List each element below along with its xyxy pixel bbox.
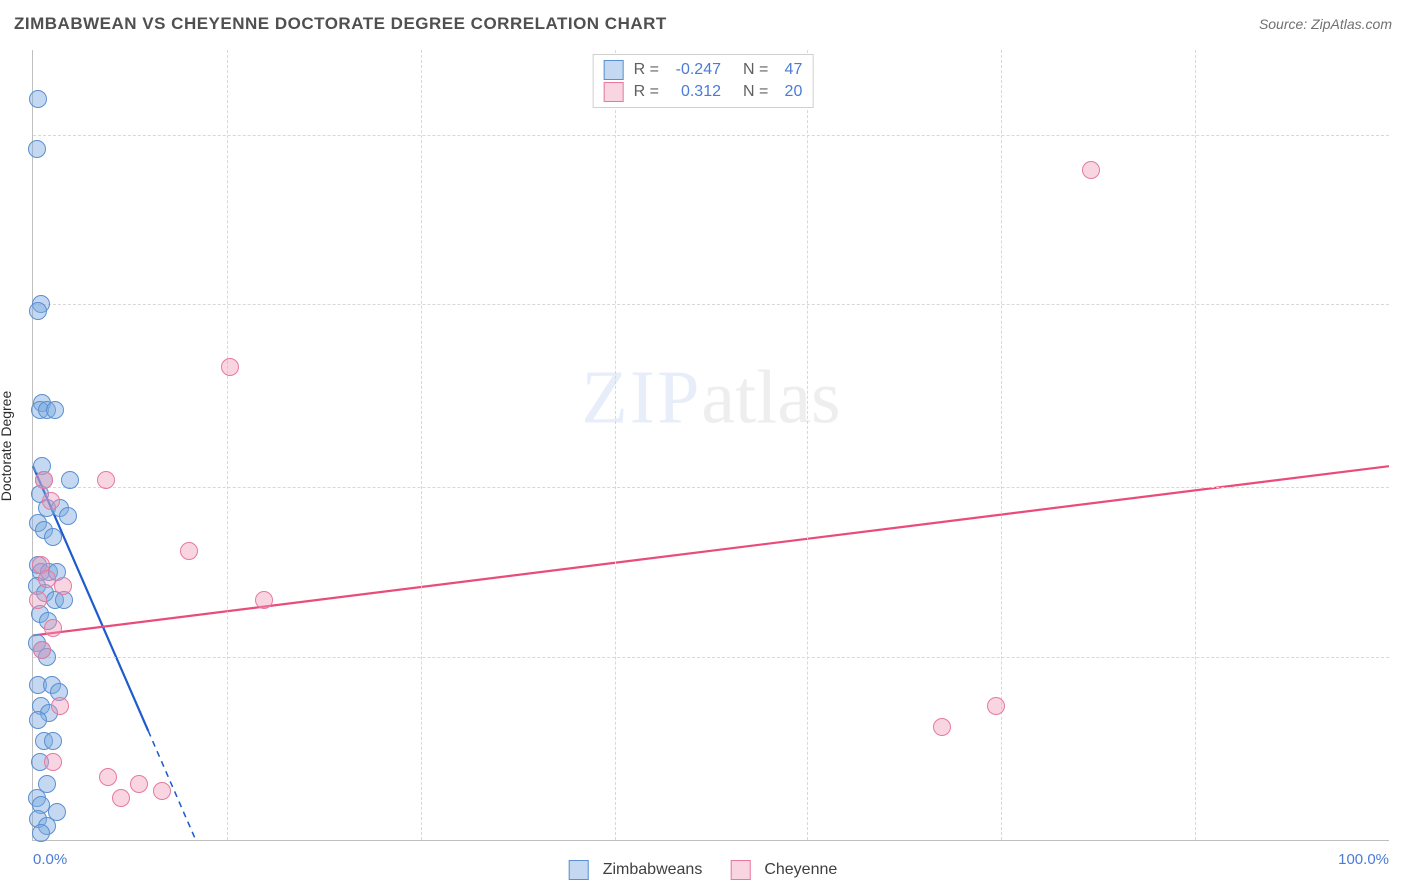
gridline: [33, 135, 1389, 136]
r-label: R =: [634, 61, 659, 79]
n-value: 47: [772, 61, 802, 79]
data-point: [42, 492, 60, 510]
watermark-rest: atlas: [701, 355, 840, 439]
data-point: [29, 90, 47, 108]
r-value: -0.247: [663, 61, 721, 79]
data-point: [153, 782, 171, 800]
data-point: [29, 591, 47, 609]
data-point: [99, 768, 117, 786]
data-point: [44, 732, 62, 750]
gridline: [33, 487, 1389, 488]
vgridline: [615, 50, 616, 840]
legend-row-zimbabweans: R = -0.247 N = 47: [604, 59, 803, 81]
n-value: 20: [772, 83, 802, 101]
r-label: R =: [634, 83, 659, 101]
legend-item-cheyenne: Cheyenne: [730, 860, 837, 880]
legend-item-zimbabweans: Zimbabweans: [569, 860, 703, 880]
legend-label: Cheyenne: [764, 861, 837, 879]
r-value: 0.312: [663, 83, 721, 101]
data-point: [987, 697, 1005, 715]
data-point: [44, 619, 62, 637]
y-axis-label: Doctorate Degree: [0, 391, 14, 502]
n-label: N =: [743, 83, 768, 101]
swatch-icon: [604, 60, 624, 80]
data-point: [44, 753, 62, 771]
vgridline: [1001, 50, 1002, 840]
swatch-icon: [604, 82, 624, 102]
data-point: [1082, 161, 1100, 179]
data-point: [54, 577, 72, 595]
data-point: [933, 718, 951, 736]
data-point: [255, 591, 273, 609]
data-point: [59, 507, 77, 525]
data-point: [61, 471, 79, 489]
series-legend: Zimbabweans Cheyenne: [569, 860, 838, 880]
swatch-icon: [730, 860, 750, 880]
data-point: [112, 789, 130, 807]
data-point: [29, 711, 47, 729]
data-point: [46, 401, 64, 419]
data-point: [29, 302, 47, 320]
trend-lines-layer: [33, 50, 1389, 840]
chart-title: ZIMBABWEAN VS CHEYENNE DOCTORATE DEGREE …: [14, 14, 667, 33]
legend-row-cheyenne: R = 0.312 N = 20: [604, 81, 803, 103]
x-tick-label: 100.0%: [1338, 851, 1389, 868]
gridline: [33, 657, 1389, 658]
gridline: [33, 304, 1389, 305]
plot-area: ZIPatlas 1.3%2.5%3.8%5.0%0.0%100.0%: [32, 50, 1389, 841]
data-point: [180, 542, 198, 560]
x-tick-label: 0.0%: [33, 851, 67, 868]
data-point: [97, 471, 115, 489]
vgridline: [421, 50, 422, 840]
data-point: [28, 140, 46, 158]
n-label: N =: [743, 61, 768, 79]
vgridline: [227, 50, 228, 840]
data-point: [33, 641, 51, 659]
watermark: ZIPatlas: [581, 354, 840, 441]
correlation-legend: R = -0.247 N = 47 R = 0.312 N = 20: [593, 54, 814, 108]
data-point: [32, 824, 50, 842]
legend-label: Zimbabweans: [603, 861, 703, 879]
data-point: [130, 775, 148, 793]
data-point: [35, 471, 53, 489]
header: ZIMBABWEAN VS CHEYENNE DOCTORATE DEGREE …: [14, 14, 1392, 44]
data-point: [221, 358, 239, 376]
swatch-icon: [569, 860, 589, 880]
source-attribution: Source: ZipAtlas.com: [1259, 16, 1392, 32]
vgridline: [1195, 50, 1196, 840]
watermark-brand: ZIP: [581, 355, 701, 439]
data-point: [44, 528, 62, 546]
data-point: [51, 697, 69, 715]
vgridline: [807, 50, 808, 840]
chart-container: ZIMBABWEAN VS CHEYENNE DOCTORATE DEGREE …: [0, 0, 1406, 892]
